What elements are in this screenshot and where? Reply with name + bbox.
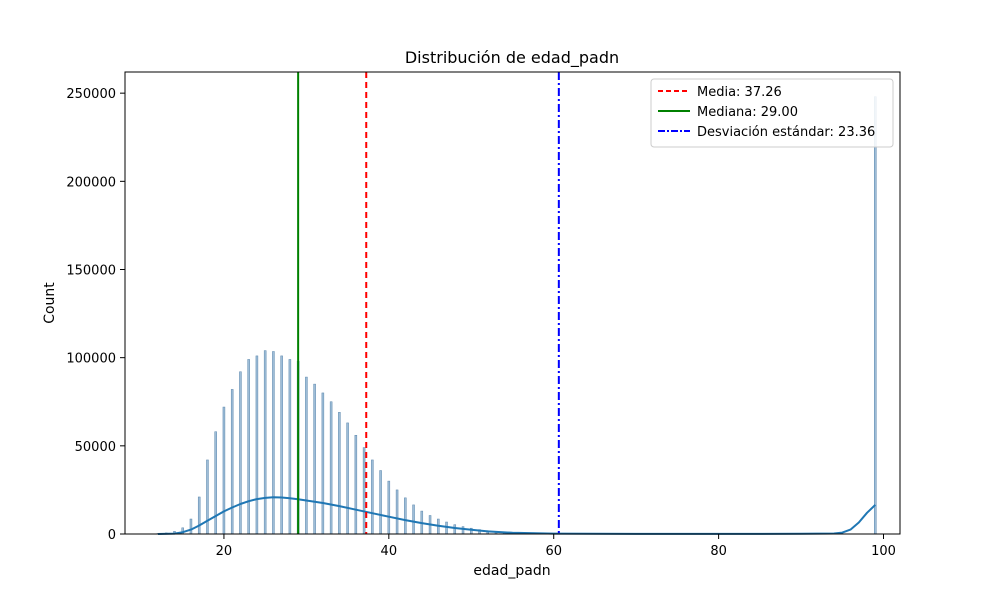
- legend-label: Media: 37.26: [697, 85, 782, 100]
- histogram-bar: [206, 459, 209, 535]
- y-axis-ticks: 0 50000 100000 150000 200000 250000: [66, 87, 125, 543]
- x-tick-label: 40: [381, 544, 398, 559]
- y-tick-label: 150000: [66, 263, 116, 278]
- histogram-bar: [371, 459, 374, 535]
- reference-lines: [297, 72, 560, 534]
- histogram-bar: [272, 351, 275, 535]
- histogram-bar: [197, 496, 201, 535]
- histogram-bar: [404, 497, 407, 535]
- y-tick-label: 200000: [66, 175, 116, 190]
- y-tick-label: 100000: [66, 352, 116, 367]
- histogram-bar: [329, 401, 333, 535]
- histogram-bar: [338, 412, 341, 535]
- plot-frame: [124, 71, 901, 535]
- histogram-bar: [874, 96, 877, 535]
- histogram-bar: [230, 389, 234, 535]
- histogram-bar: [222, 406, 226, 535]
- chart-title: Distribución de edad_padn: [405, 48, 619, 68]
- histogram-bar: [362, 447, 366, 535]
- histogram-bar: [395, 489, 399, 535]
- x-tick-label: 100: [871, 544, 896, 559]
- histogram-bar: [263, 350, 267, 535]
- y-tick-label: 250000: [66, 87, 116, 102]
- histogram-bar: [379, 470, 382, 535]
- histogram-bar: [346, 422, 349, 535]
- x-tick-label: 80: [710, 544, 727, 559]
- histogram-bar: [189, 518, 193, 535]
- histogram-bar: [305, 376, 308, 535]
- histogram-bar: [239, 371, 242, 535]
- histogram-bars: [156, 96, 877, 535]
- legend: Media: 37.26 Mediana: 29.00 Desviación est…: [650, 78, 894, 148]
- legend-label: Desviación estándar: 23.36: [697, 125, 875, 140]
- histogram-bar: [412, 504, 415, 535]
- histogram-bar: [255, 355, 259, 535]
- x-tick-label: 20: [216, 544, 233, 559]
- histogram-bar: [453, 524, 457, 535]
- legend-box: [650, 78, 894, 148]
- histogram-bar: [288, 359, 292, 535]
- histogram-bar: [214, 431, 217, 535]
- histogram-bar: [461, 526, 465, 535]
- x-axis-ticks: 20 40 60 80 100: [216, 534, 896, 559]
- y-axis-label: Count: [42, 282, 58, 324]
- histogram-bar: [354, 435, 358, 535]
- legend-label: Mediana: 29.00: [697, 105, 798, 120]
- histogram-bar: [321, 392, 325, 535]
- histogram-bar: [280, 355, 283, 535]
- histogram-bar: [247, 359, 250, 535]
- histogram-bar: [387, 480, 391, 535]
- x-axis-label: edad_padn: [473, 563, 550, 579]
- y-tick-label: 50000: [75, 440, 116, 455]
- histogram-bar: [445, 521, 448, 535]
- y-tick-label: 0: [108, 528, 116, 543]
- histogram-bar: [313, 383, 316, 535]
- x-tick-label: 60: [545, 544, 562, 559]
